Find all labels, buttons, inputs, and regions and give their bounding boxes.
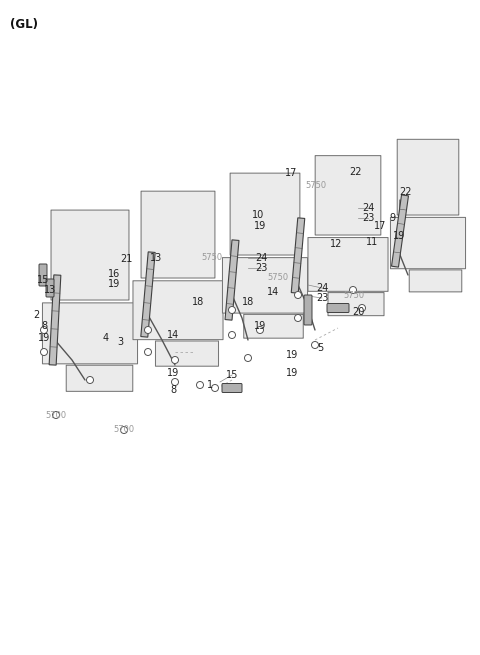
Text: 23: 23	[316, 293, 328, 303]
Text: 19: 19	[167, 368, 179, 378]
Text: 1: 1	[207, 380, 213, 390]
FancyBboxPatch shape	[39, 264, 47, 286]
Circle shape	[349, 286, 357, 293]
Text: 19: 19	[393, 231, 405, 241]
Text: 16: 16	[108, 269, 120, 279]
Text: 12: 12	[330, 239, 342, 249]
Text: 10: 10	[252, 210, 264, 220]
Circle shape	[144, 348, 152, 356]
Text: 5700: 5700	[113, 426, 134, 434]
Bar	[49, 275, 61, 365]
Text: 5: 5	[317, 343, 323, 353]
Text: 24: 24	[362, 203, 374, 213]
Text: 9: 9	[389, 213, 395, 223]
Text: 23: 23	[362, 213, 374, 223]
Circle shape	[40, 348, 48, 356]
Circle shape	[312, 341, 319, 348]
Text: 5750: 5750	[267, 274, 288, 282]
FancyBboxPatch shape	[328, 293, 384, 316]
Text: 18: 18	[242, 297, 254, 307]
Text: 17: 17	[285, 168, 297, 178]
Text: 19: 19	[254, 221, 266, 231]
Text: 13: 13	[44, 285, 56, 295]
Text: 5750: 5750	[202, 253, 223, 263]
Circle shape	[171, 356, 179, 364]
Text: 22: 22	[400, 187, 412, 197]
FancyBboxPatch shape	[141, 191, 215, 278]
FancyBboxPatch shape	[327, 303, 349, 312]
Text: 13: 13	[150, 253, 162, 263]
FancyBboxPatch shape	[409, 270, 462, 292]
FancyBboxPatch shape	[230, 173, 300, 255]
Circle shape	[244, 354, 252, 362]
Circle shape	[228, 307, 236, 314]
FancyBboxPatch shape	[66, 365, 133, 391]
Text: 19: 19	[38, 333, 50, 343]
Text: 23: 23	[255, 263, 267, 273]
Text: (GL): (GL)	[10, 18, 38, 31]
Text: 2: 2	[33, 310, 39, 320]
FancyBboxPatch shape	[244, 314, 303, 338]
Bar	[291, 218, 305, 293]
Circle shape	[196, 381, 204, 388]
Text: 18: 18	[192, 297, 204, 307]
FancyBboxPatch shape	[156, 341, 218, 366]
Circle shape	[144, 326, 152, 333]
FancyBboxPatch shape	[308, 238, 388, 291]
Bar	[141, 252, 155, 337]
Text: 24: 24	[255, 253, 267, 263]
Bar	[225, 240, 239, 320]
Circle shape	[228, 331, 236, 339]
FancyBboxPatch shape	[315, 156, 381, 235]
Text: 14: 14	[167, 330, 179, 340]
Text: 22: 22	[350, 167, 362, 177]
Circle shape	[212, 384, 218, 392]
Text: 3: 3	[117, 337, 123, 347]
Text: 19: 19	[254, 321, 266, 331]
Circle shape	[295, 314, 301, 322]
Text: 17: 17	[374, 221, 386, 231]
FancyBboxPatch shape	[390, 217, 466, 269]
FancyBboxPatch shape	[51, 210, 129, 300]
Text: 8: 8	[41, 321, 47, 331]
Text: 5750: 5750	[343, 291, 365, 301]
Text: 15: 15	[37, 275, 49, 285]
Text: 19: 19	[286, 350, 298, 360]
Circle shape	[295, 291, 301, 299]
Circle shape	[52, 411, 60, 419]
Text: 14: 14	[267, 287, 279, 297]
Text: 11: 11	[366, 237, 378, 247]
FancyBboxPatch shape	[46, 279, 54, 297]
FancyBboxPatch shape	[304, 295, 312, 325]
Circle shape	[171, 379, 179, 386]
FancyBboxPatch shape	[397, 140, 459, 215]
Text: 8: 8	[170, 385, 176, 395]
Text: 5700: 5700	[46, 411, 67, 419]
FancyBboxPatch shape	[42, 303, 138, 364]
Circle shape	[40, 326, 48, 333]
Text: 5750: 5750	[305, 181, 326, 189]
FancyBboxPatch shape	[222, 257, 308, 313]
Text: 4: 4	[103, 333, 109, 343]
Text: 19: 19	[108, 279, 120, 289]
Text: 19: 19	[286, 368, 298, 378]
FancyBboxPatch shape	[133, 281, 223, 340]
Circle shape	[256, 326, 264, 333]
Text: 21: 21	[120, 254, 132, 264]
Circle shape	[120, 426, 128, 434]
Circle shape	[359, 305, 365, 312]
Text: 15: 15	[226, 370, 238, 380]
Text: 20: 20	[352, 307, 364, 317]
FancyBboxPatch shape	[222, 383, 242, 392]
Text: 24: 24	[316, 283, 328, 293]
Circle shape	[86, 377, 94, 383]
Bar	[392, 195, 408, 267]
